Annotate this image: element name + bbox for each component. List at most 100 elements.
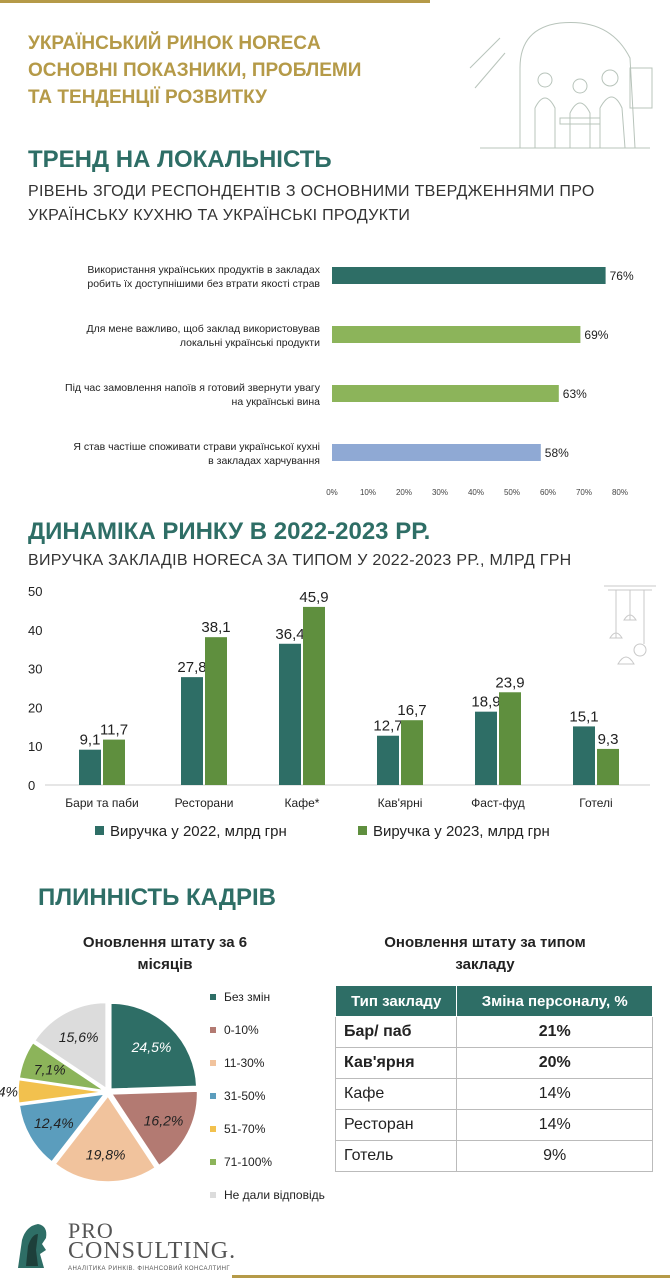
bar-2 [332, 326, 581, 343]
cell-type: Кав'ярня [334, 1047, 458, 1079]
value-label-2023-6: 9,3 [598, 731, 619, 748]
pie-title-line-2: місяців [137, 956, 193, 973]
table-row: Кафе 14% [334, 1078, 653, 1110]
logo-tagline: АНАЛІТИКА РИНКІВ. ФІНАНСОВИЙ КОНСАЛТИНГ [68, 1266, 231, 1272]
value-label-2023-1: 11,7 [100, 722, 128, 739]
pie-slice-1 [110, 1002, 198, 1090]
pie-slice-6 [18, 1041, 105, 1092]
bar-value-label-4: 58% [545, 446, 569, 460]
staff-renewal-pie-chart: 24,5% 16,2% 19,8% 12,4% 4,4% 7,1% 15,6% [0, 1001, 199, 1183]
legend-label-4: 31-50% [224, 1088, 266, 1103]
x-tick-40: 40% [468, 488, 484, 497]
category-label-4-line-2: в закладах харчування [208, 455, 320, 467]
category-label-5: Фаст-фуд [471, 796, 525, 810]
bar-value-label-2: 69% [584, 328, 608, 342]
cell-change: 9% [456, 1140, 653, 1172]
subtitle-dynamics-line: ВИРУЧКА ЗАКЛАДІВ HORECA ЗА ТИПОМ У 2022-… [28, 552, 572, 569]
legend-label-2023: Виручка у 2023, млрд грн [373, 823, 550, 840]
pie-legend: Без змін 0-10% 11-30% 31-50% 51-70% 71-100% Не… [210, 980, 325, 1211]
bar-2023-2 [205, 637, 227, 785]
cell-type: Бар/ паб [334, 1016, 458, 1048]
bar-2022-2 [181, 677, 203, 785]
x-tick-20: 20% [396, 488, 412, 497]
legend-swatch-4 [210, 1092, 216, 1099]
value-label-2022-4: 12,7 [373, 718, 402, 735]
table-title-line-1: Оновлення штату за типом [384, 934, 586, 951]
bar-2022-1 [79, 749, 101, 785]
agreement-bar-chart: Використання українських продуктів в зак… [65, 264, 634, 497]
table-header-row: Тип закладу Зміна персоналу, % [334, 985, 653, 1017]
bar-2023-4 [401, 720, 423, 785]
cell-type: Готель [334, 1140, 458, 1172]
x-tick-10: 10% [360, 488, 376, 497]
bar-2023-1 [103, 739, 125, 785]
y-tick-0: 0 [28, 778, 35, 793]
title-line-3: ТА ТЕНДЕНЦІЇ РОЗВИТКУ [28, 87, 267, 108]
category-label-2-line-1: Для мене важливо, щоб заклад використову… [86, 323, 320, 335]
legend-swatch-2022 [95, 826, 104, 835]
value-label-2023-5: 23,9 [495, 674, 524, 691]
legend-item-2: 0-10% [210, 1013, 325, 1046]
pendant-lamp-illustration [604, 585, 656, 665]
category-label-3-line-1: Під час замовлення напоїв я готовий звер… [65, 382, 321, 394]
category-label-2-line-2: локальні українські продукти [180, 337, 320, 349]
bar-2023-6 [597, 748, 619, 785]
revenue-bar-chart: 0 10 20 30 40 50 9,111,7 Бари та паби 27,8 38,1 Ре… [28, 584, 650, 840]
col-header-type: Тип закладу [334, 985, 458, 1017]
pie-slice-5 [17, 1078, 105, 1105]
bar-2022-5 [475, 711, 497, 785]
title-line-1: УКРАЇНСЬКИЙ РИНОК HORECA [28, 33, 321, 54]
y-tick-40: 40 [28, 623, 42, 638]
y-tick-10: 10 [28, 739, 42, 754]
x-tick-0: 0% [326, 488, 338, 497]
category-label-4-line-1: Я став частіше споживати страви українсь… [73, 441, 320, 453]
section-subtitle-dynamics: ВИРУЧКА ЗАКЛАДІВ HORECA ЗА ТИПОМ У 2022-… [28, 549, 572, 573]
bar-value-label-3: 63% [563, 387, 587, 401]
legend-label-1: Без змін [224, 989, 271, 1004]
bar-1 [332, 267, 606, 284]
subtitle-line-1: РІВЕНЬ ЗГОДИ РЕСПОНДЕНТІВ З ОСНОВНИМИ ТВ… [28, 183, 595, 200]
pie-label-7: 15,6% [59, 1029, 99, 1045]
table-row: Готель 9% [334, 1140, 653, 1172]
cell-change: 14% [456, 1109, 653, 1141]
top-accent-line [0, 0, 430, 3]
col-header-change: Зміна персоналу, % [456, 985, 653, 1017]
category-label-6: Готелі [579, 796, 612, 810]
value-label-2022-6: 15,1 [569, 708, 598, 725]
bar-2022-6 [573, 726, 595, 785]
value-label-2022-2: 27,8 [177, 659, 206, 676]
cell-change: 21% [456, 1016, 653, 1048]
y-tick-20: 20 [28, 700, 42, 715]
title-line-2: ОСНОВНІ ПОКАЗНИКИ, ПРОБЛЕМИ [28, 60, 362, 81]
table-row: Ресторан 14% [334, 1109, 653, 1141]
legend-item-5: 51-70% [210, 1112, 325, 1145]
legend-label-5: 51-70% [224, 1121, 266, 1136]
value-label-2023-3: 45,9 [299, 589, 328, 606]
pie-label-3: 19,8% [86, 1146, 126, 1162]
bar-3 [332, 385, 559, 402]
cell-type: Ресторан [334, 1109, 458, 1141]
legend-swatch-3 [210, 1059, 216, 1066]
legend-item-7: Не дали відповідь [210, 1178, 325, 1211]
bar-4 [332, 444, 541, 461]
legend-item-1: Без змін [210, 980, 325, 1013]
legend-label-2022: Виручка у 2022, млрд грн [110, 823, 287, 840]
pie-label-2: 16,2% [144, 1113, 184, 1129]
category-label-1-line-1: Використання українських продуктів в зак… [87, 264, 320, 276]
x-tick-30: 30% [432, 488, 448, 497]
pie-title-line-1: Оновлення штату за 6 [82, 934, 248, 951]
legend-label-7: Не дали відповідь [224, 1187, 325, 1202]
legend-swatch-2023 [358, 826, 367, 835]
legend-swatch-7 [210, 1191, 216, 1198]
pie-label-6: 7,1% [34, 1062, 66, 1078]
legend-label-2: 0-10% [224, 1022, 259, 1037]
legend-item-4: 31-50% [210, 1079, 325, 1112]
category-label-4: Кав'ярні [378, 796, 423, 810]
x-tick-60: 60% [540, 488, 556, 497]
pie-label-1: 24,5% [131, 1039, 172, 1055]
table-title-line-2: закладу [455, 956, 515, 973]
cell-change: 14% [456, 1078, 653, 1110]
x-tick-50: 50% [504, 488, 520, 497]
pie-slice-4 [18, 1093, 107, 1163]
legend-item-3: 11-30% [210, 1046, 325, 1079]
